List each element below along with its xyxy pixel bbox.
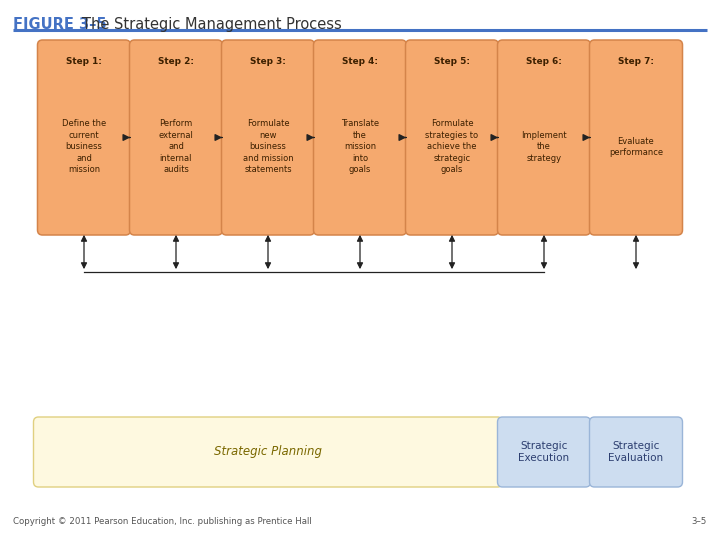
FancyBboxPatch shape — [130, 40, 222, 235]
Text: Step 4:: Step 4: — [342, 57, 378, 65]
Text: Step 7:: Step 7: — [618, 57, 654, 65]
Text: Implement
the
strategy: Implement the strategy — [521, 131, 567, 163]
FancyBboxPatch shape — [405, 40, 498, 235]
Text: Formulate
new
business
and mission
statements: Formulate new business and mission state… — [243, 119, 293, 174]
Text: Strategic Planning: Strategic Planning — [214, 446, 322, 458]
FancyBboxPatch shape — [498, 417, 590, 487]
Text: FIGURE 3–5: FIGURE 3–5 — [13, 17, 107, 32]
Text: 3–5: 3–5 — [692, 517, 707, 526]
FancyBboxPatch shape — [590, 417, 683, 487]
Text: Step 2:: Step 2: — [158, 57, 194, 65]
Text: Strategic
Evaluation: Strategic Evaluation — [608, 441, 664, 463]
Text: Formulate
strategies to
achieve the
strategic
goals: Formulate strategies to achieve the stra… — [426, 119, 479, 174]
Text: Copyright © 2011 Pearson Education, Inc. publishing as Prentice Hall: Copyright © 2011 Pearson Education, Inc.… — [13, 517, 312, 526]
FancyBboxPatch shape — [313, 40, 407, 235]
Text: Step 1:: Step 1: — [66, 57, 102, 65]
FancyBboxPatch shape — [498, 40, 590, 235]
FancyBboxPatch shape — [34, 417, 503, 487]
Text: Step 3:: Step 3: — [250, 57, 286, 65]
Text: Step 5:: Step 5: — [434, 57, 470, 65]
Text: Define the
current
business
and
mission: Define the current business and mission — [62, 119, 106, 174]
Text: Step 6:: Step 6: — [526, 57, 562, 65]
Text: Translate
the
mission
into
goals: Translate the mission into goals — [341, 119, 379, 174]
FancyBboxPatch shape — [37, 40, 130, 235]
Text: Strategic
Execution: Strategic Execution — [518, 441, 570, 463]
Text: Perform
external
and
internal
audits: Perform external and internal audits — [158, 119, 194, 174]
Text: The Strategic Management Process: The Strategic Management Process — [82, 17, 342, 32]
FancyBboxPatch shape — [222, 40, 315, 235]
Text: Evaluate
performance: Evaluate performance — [609, 137, 663, 157]
FancyBboxPatch shape — [590, 40, 683, 235]
